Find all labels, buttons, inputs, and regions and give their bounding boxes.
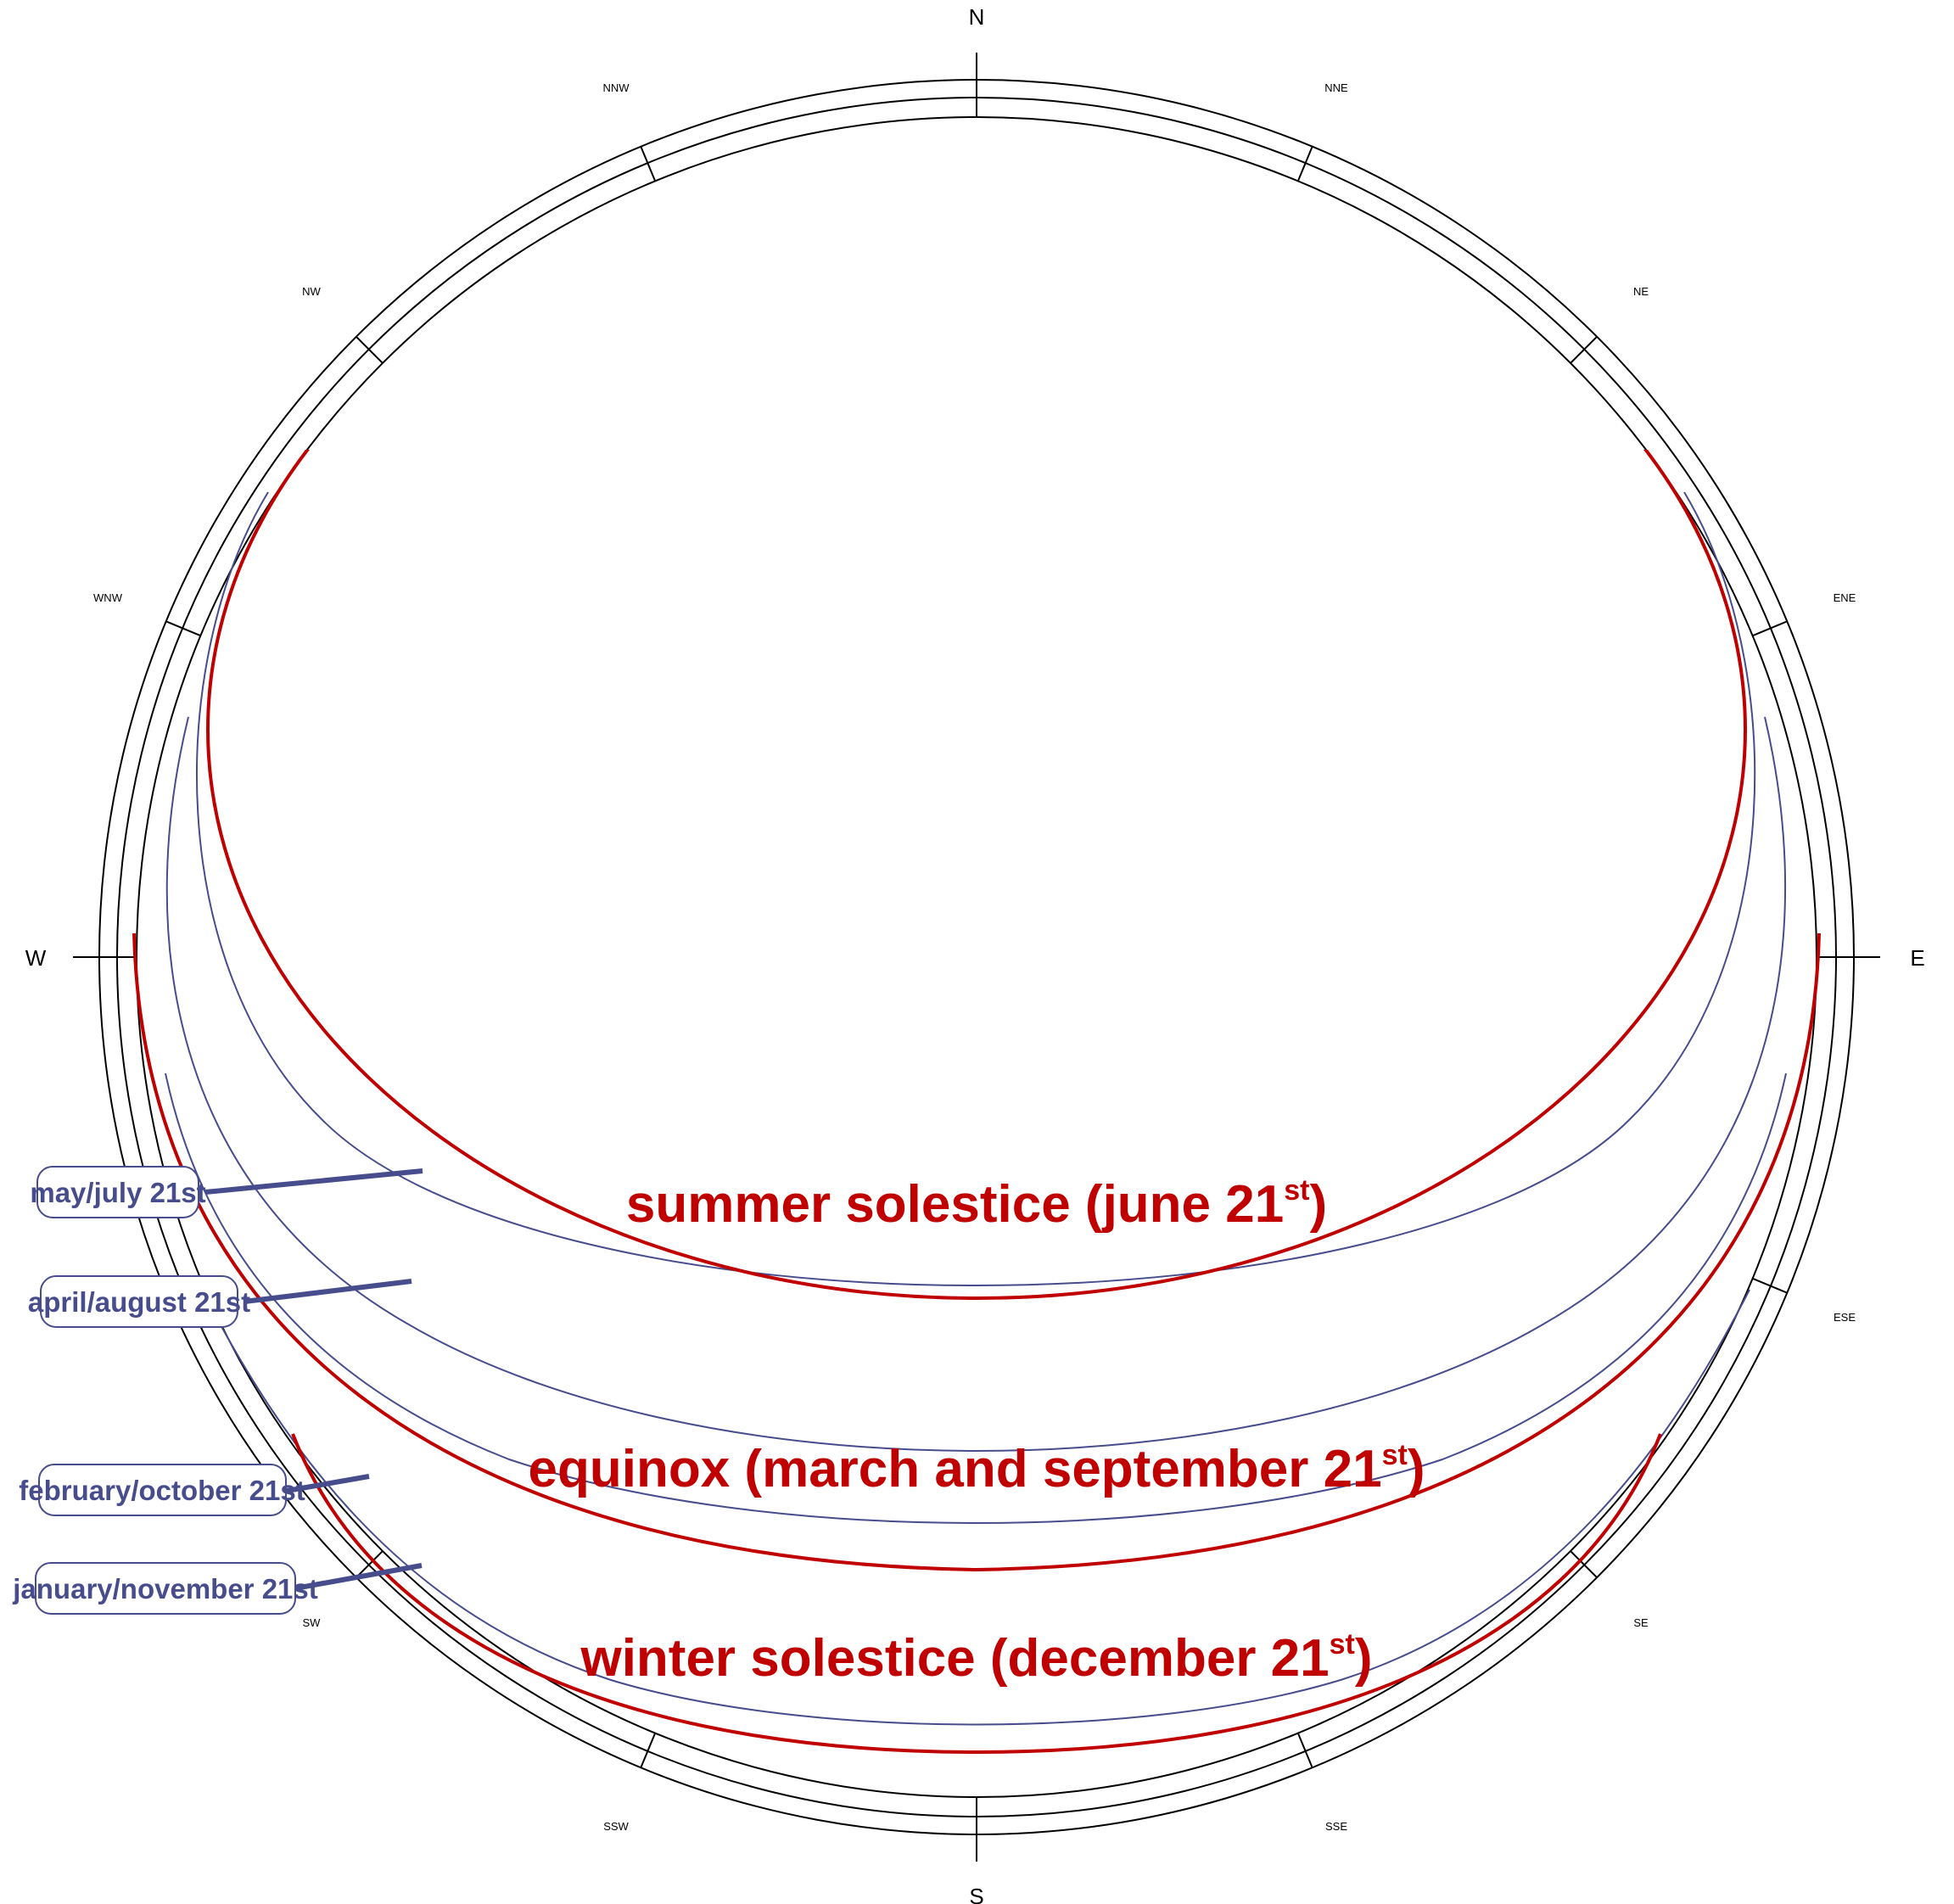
ring-tick [1296,146,1313,182]
path-january-november [201,1289,1750,1726]
label-nw: NW [302,285,321,298]
ring-tick [1570,336,1598,364]
label-ssw: SSW [603,1820,629,1833]
inner-ring [136,116,1817,1798]
winter-solstice-label: winter solestice (december 21st) [579,1628,1372,1688]
ring-tick [165,620,201,637]
monthly-paths [165,491,1787,1726]
ring-tick [356,1550,384,1578]
path-may-july [196,491,1756,1286]
label-ene: ENE [1834,591,1856,604]
leader-january-november [294,1563,423,1591]
summer-solstice-label: summer solestice (june 21st) [626,1174,1327,1234]
ring-tick [640,1733,657,1768]
callout-leaders [204,1168,423,1591]
equinox-label: equinox (march and september 21st) [529,1439,1425,1498]
callouts: may/july 21st april/august 21st february… [12,1166,318,1615]
callout-box-may-july [36,1166,199,1218]
callout-box-february-october [38,1464,287,1516]
callout-february-october: february/october 21st [19,1475,305,1506]
ring-tick [1752,1277,1788,1294]
callout-april-august: april/august 21st [28,1286,250,1318]
ring-tick [1570,1550,1598,1578]
label-nnw: NNW [602,81,630,94]
label-w: W [25,945,47,971]
label-e: E [1910,945,1924,971]
callout-box-january-november [35,1562,296,1615]
callout-box-april-august [40,1275,238,1328]
key-path-labels: summer solestice (june 21st) equinox (ma… [529,1174,1425,1688]
label-s: S [969,1884,983,1904]
cardinal-axes [73,53,1880,1862]
callout-may-july: may/july 21st [30,1177,205,1208]
label-ne: NE [1633,285,1649,298]
key-paths [132,450,1821,1755]
label-sse: SSE [1325,1820,1347,1833]
leader-april-august [244,1279,412,1304]
label-wnw: WNW [93,591,123,604]
label-ese: ESE [1834,1311,1856,1324]
label-nne: NNE [1324,81,1348,94]
ring-tick [1752,620,1788,637]
winter-solstice-path [291,1433,1662,1755]
ring-tick [640,146,657,182]
label-n: N [969,4,985,30]
leader-may-july [204,1168,423,1195]
compass-ticks [165,146,1788,1768]
ring-tick [1296,1733,1313,1768]
path-february-october [165,1072,1787,1524]
equinox-path [132,932,1821,1572]
label-sw: SW [303,1616,322,1629]
ring-tick [356,336,384,364]
leader-february-october [286,1474,370,1493]
summer-solstice-path [206,450,1747,1300]
label-se: SE [1633,1616,1649,1629]
callout-january-november: january/november 21st [12,1573,318,1604]
path-april-august [165,716,1787,1452]
compass-labels: N S W E NNW NNE NW NE WNW ENE ESE SW SE … [25,4,1925,1904]
